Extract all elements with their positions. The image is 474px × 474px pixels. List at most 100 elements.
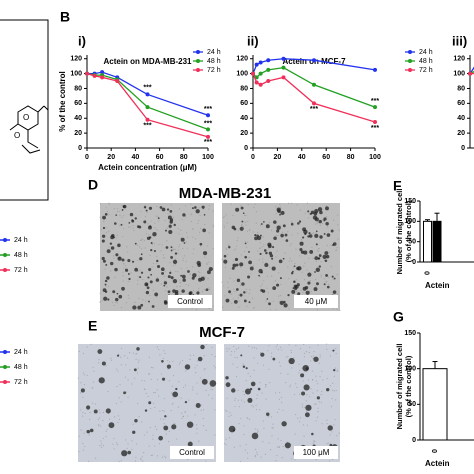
- cell: [156, 259, 159, 263]
- texture: [259, 242, 261, 244]
- texture: [193, 354, 195, 356]
- cell: [134, 267, 139, 272]
- texture: [304, 406, 306, 409]
- texture: [223, 285, 225, 287]
- texture: [298, 421, 301, 423]
- texture: [225, 438, 227, 440]
- texture: [262, 258, 264, 260]
- texture: [253, 346, 255, 349]
- cell: [234, 257, 239, 262]
- cell: [326, 387, 330, 392]
- texture: [80, 392, 82, 394]
- cell: [191, 207, 194, 210]
- bar: [423, 220, 432, 263]
- texture: [117, 370, 119, 372]
- texture: [138, 416, 140, 418]
- texture: [327, 226, 329, 228]
- data-point: [92, 73, 97, 78]
- cell: [105, 408, 111, 414]
- texture: [318, 362, 321, 365]
- texture: [99, 203, 102, 205]
- cell: [109, 242, 113, 245]
- data-point: [468, 71, 472, 76]
- texture: [185, 261, 187, 263]
- texture: [312, 442, 314, 444]
- texture: [136, 283, 139, 285]
- texture: [312, 257, 314, 260]
- texture: [240, 254, 242, 256]
- texture: [190, 220, 193, 223]
- texture: [181, 412, 183, 414]
- texture: [289, 244, 291, 247]
- cell: [241, 220, 244, 223]
- cell: [114, 267, 118, 272]
- texture: [305, 410, 308, 412]
- cell: [284, 442, 291, 449]
- texture: [252, 406, 254, 408]
- cell: [159, 206, 163, 209]
- texture: [313, 440, 315, 442]
- cell: [131, 260, 135, 263]
- cell: [297, 292, 301, 296]
- data-point: [312, 101, 316, 106]
- texture: [181, 417, 183, 419]
- cell: [182, 278, 186, 282]
- annotation: ***: [371, 98, 379, 105]
- texture: [303, 343, 305, 346]
- cell: [201, 205, 205, 209]
- texture: [338, 432, 340, 434]
- texture: [132, 423, 134, 425]
- cell: [101, 256, 105, 261]
- texture: [156, 429, 158, 431]
- cell: [165, 229, 167, 232]
- cell: [313, 211, 318, 216]
- cell: [279, 300, 284, 306]
- cell: [314, 233, 319, 238]
- texture: [254, 448, 257, 450]
- cell: [254, 236, 258, 241]
- cell: [299, 248, 303, 252]
- texture: [229, 277, 231, 279]
- data-point: [100, 75, 105, 80]
- cell: [225, 382, 231, 388]
- texture: [312, 357, 314, 359]
- cell: [102, 288, 107, 293]
- legend-dot: [3, 365, 7, 369]
- cell: [134, 217, 137, 220]
- y-tick-label: 120: [453, 56, 465, 63]
- cell: [117, 243, 121, 248]
- cell: [165, 246, 169, 249]
- texture: [172, 375, 175, 377]
- texture: [214, 367, 217, 369]
- texture: [336, 308, 338, 310]
- texture: [304, 262, 306, 264]
- texture: [112, 255, 115, 257]
- cell: [318, 219, 322, 224]
- cell: [240, 354, 243, 357]
- texture: [255, 210, 257, 213]
- texture: [316, 390, 318, 392]
- cell: [225, 376, 229, 380]
- texture: [305, 350, 308, 353]
- texture: [198, 275, 200, 277]
- texture: [315, 285, 317, 287]
- texture: [132, 227, 134, 230]
- texture: [282, 409, 284, 411]
- bar: [422, 368, 448, 441]
- cell: [157, 217, 160, 220]
- texture: [200, 404, 202, 406]
- texture: [122, 236, 124, 238]
- texture: [115, 237, 117, 239]
- cell: [118, 294, 123, 299]
- texture: [287, 355, 289, 358]
- texture: [152, 434, 154, 436]
- cell: [319, 235, 323, 239]
- texture: [227, 253, 229, 256]
- y-tick-label: 0: [244, 145, 248, 152]
- cell: [228, 290, 231, 294]
- texture: [335, 389, 337, 392]
- cell: [268, 251, 273, 255]
- data-point: [254, 75, 259, 80]
- texture: [82, 396, 84, 398]
- texture: [186, 247, 188, 249]
